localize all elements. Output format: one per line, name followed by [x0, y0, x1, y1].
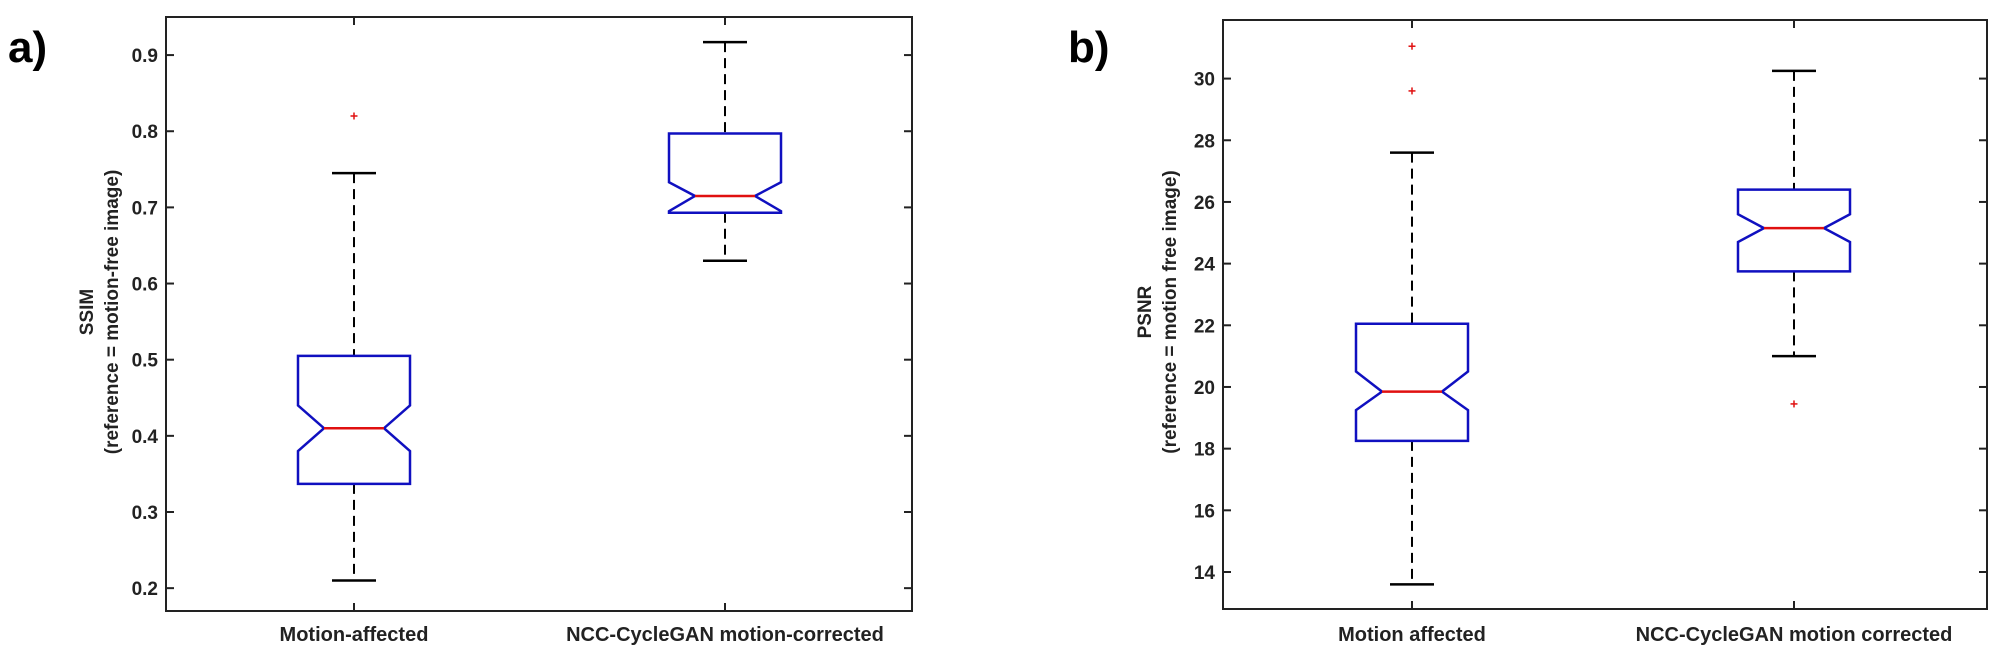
panel-b: b) PSNR (reference = motion free image) …: [1068, 19, 1988, 646]
panel-a-ytick-label: 0.9: [132, 46, 158, 67]
panel-b-ylabel-line1: PSNR: [1135, 285, 1156, 338]
panel-a-outlier-marker: [350, 112, 358, 120]
panel-a-yticks: 0.2 0.3 0.4 0.5 0.6 0.7 0.8 0.9: [132, 17, 912, 611]
panel-a: a) SSIM (reference = motion-free image) …: [8, 16, 913, 646]
panel-a-ytick-label: 0.3: [132, 503, 158, 524]
panel-b-boxes: [1354, 42, 1852, 586]
panel-a-ytick-label: 0.6: [132, 275, 158, 296]
panel-b-ytick-label: 28: [1194, 131, 1215, 152]
panel-b-ytick-label: 30: [1194, 70, 1215, 91]
panel-a-ylabel-line1: SSIM: [77, 289, 98, 335]
panel-b-category-label-0: Motion affected: [1338, 624, 1486, 646]
panel-b-category-label-1: NCC-CycleGAN motion corrected: [1636, 624, 1953, 646]
panel-b-ytick-label: 18: [1194, 440, 1215, 461]
panel-b-ytick-label: 22: [1194, 316, 1215, 337]
panel-a-category-label-1: NCC-CycleGAN motion-corrected: [566, 624, 884, 646]
panel-a-ytick-label: 0.8: [132, 122, 158, 143]
panel-b-ytick-label: 14: [1194, 563, 1216, 584]
panel-b-ytick-label: 20: [1194, 378, 1215, 399]
panel-a-plot-area: [165, 16, 913, 612]
panel-a-label: a): [8, 23, 47, 72]
panel-b-outlier-marker: [1408, 42, 1416, 50]
panel-a-ytick-label: 0.7: [132, 198, 158, 219]
panel-a-box: [667, 132, 783, 214]
panel-b-ytick-label: 24: [1194, 255, 1216, 276]
panel-a-ylabel-line2: (reference = motion-free image): [102, 170, 123, 455]
panel-b-ytick-label: 26: [1194, 193, 1215, 214]
panel-a-boxes: [296, 40, 783, 582]
panel-b-plot-area: [1222, 19, 1988, 610]
panel-a-box: [296, 354, 412, 486]
panel-a-ytick-label: 0.4: [132, 427, 159, 448]
panel-b-outlier-marker: [1790, 400, 1798, 408]
panel-b-outlier-marker: [1408, 87, 1416, 95]
panel-b-box: [1736, 188, 1852, 273]
panel-b-yticks: 14 16 18 20 22 24 26 28 30: [1194, 20, 1987, 609]
panel-a-ytick-label: 0.5: [132, 351, 159, 372]
panel-a-category-label-0: Motion-affected: [280, 624, 429, 646]
panel-b-label: b): [1068, 23, 1110, 72]
panel-b-box: [1354, 322, 1470, 443]
panel-b-ylabel-line2: (reference = motion free image): [1160, 170, 1181, 454]
panel-a-ytick-label: 0.2: [132, 579, 158, 600]
panel-b-ytick-label: 16: [1194, 501, 1215, 522]
